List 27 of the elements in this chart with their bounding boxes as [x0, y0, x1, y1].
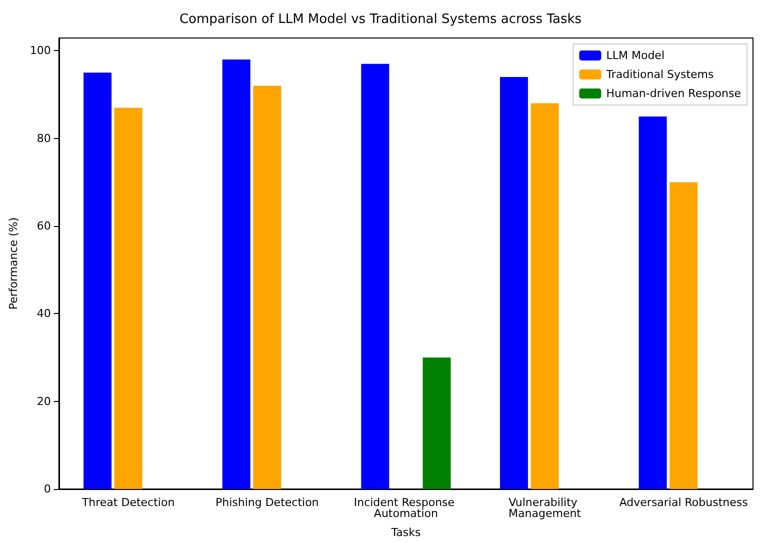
legend-label: LLM Model [606, 49, 665, 62]
bar [84, 72, 112, 489]
x-tick-label: Phishing Detection [215, 496, 319, 509]
legend-label: Traditional Systems [605, 68, 714, 81]
y-tick-label: 20 [36, 394, 51, 408]
x-axis-title: Tasks [390, 526, 421, 539]
bar [422, 358, 451, 489]
x-tick-label: Adversarial Robustness [619, 496, 748, 509]
x-tick-label: Threat Detection [80, 496, 175, 509]
y-tick-label: 40 [36, 307, 51, 320]
bar [638, 116, 667, 489]
y-tick-label: 0 [44, 482, 51, 496]
x-tick-label: Vulnerability Management [508, 496, 582, 520]
x-tick-label: Incident Response Automation [354, 496, 458, 520]
bar [670, 182, 698, 489]
y-tick-label: 80 [36, 132, 51, 145]
bar [222, 59, 250, 489]
chart-title: Comparison of LLM Model vs Traditional Systems across Tasks [179, 12, 582, 27]
y-tick-label: 60 [36, 220, 51, 233]
y-tick-label: 100 [30, 44, 51, 58]
bar [114, 108, 142, 489]
legend-label: Human-driven Response [606, 87, 742, 100]
bar [253, 86, 282, 489]
bar [361, 64, 390, 489]
bar [530, 103, 559, 489]
y-axis-title: Performance (%) [7, 217, 20, 310]
bar [500, 77, 528, 489]
